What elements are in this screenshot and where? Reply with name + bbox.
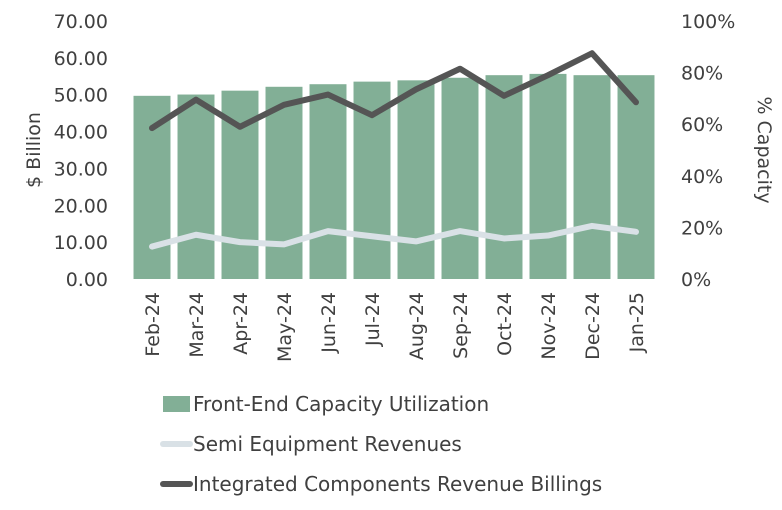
x-tick-label-aug-24: Aug-24 [406,292,428,360]
x-tick-label-oct-24: Oct-24 [494,292,516,356]
bar-capacity-aug-24 [397,80,435,279]
line-series-group [149,50,639,250]
x-tick-label-feb-24: Feb-24 [142,292,164,357]
left-tick-label: 10.00 [54,232,108,254]
bar-capacity-sep-24 [441,77,479,279]
left-tick-label: 40.00 [54,122,108,144]
x-tick-label-nov-24: Nov-24 [538,292,560,360]
x-tick-label-jul-24: Jul-24 [362,292,384,347]
line-semi-equipment-revenues [149,222,639,250]
x-tick-label-may-24: May-24 [274,292,296,362]
bar-capacity-jun-24 [309,84,347,280]
legend: Front-End Capacity Utilization Semi Equi… [160,392,602,496]
left-tick-label: 30.00 [54,158,108,180]
legend-label-semi-equipment: Semi Equipment Revenues [193,432,462,456]
bar-capacity-mar-24 [177,94,215,279]
left-tick-label: 0.00 [66,269,108,291]
line-integrated-components-billings [149,50,639,132]
x-axis-ticks: Feb-24 Mar-24 Apr-24 May-24 Jun-24 Jul-24 Aug-… [142,292,648,362]
left-tick-label: 50.00 [54,85,108,107]
x-tick-label-sep-24: Sep-24 [450,292,472,359]
bar-capacity-oct-24 [485,75,523,280]
bar-capacity-may-24 [265,86,303,279]
x-tick-label-jun-24: Jun-24 [318,292,340,354]
x-tick-label-dec-24: Dec-24 [582,292,604,360]
bar-capacity-nov-24 [529,73,567,279]
bar-capacity-jan-25 [617,75,655,280]
bar-capacity-feb-24 [133,95,171,279]
left-axis-title: $ Billion [23,112,45,188]
right-tick-label: 60% [681,114,723,136]
legend-swatch-capacity [163,396,190,412]
x-tick-label-apr-24: Apr-24 [230,292,252,355]
bar-series-group [133,73,655,280]
right-axis-ticks: 0% 20% 40% 60% 80% 100% [681,11,735,291]
left-axis-ticks: 0.00 10.00 20.00 30.00 40.00 50.00 60.00 70.00 [54,11,108,291]
x-tick-label-jan-25: Jan-25 [626,292,648,353]
right-tick-label: 0% [681,269,711,291]
left-tick-label: 60.00 [54,48,108,70]
legend-label-integrated-components: Integrated Components Revenue Billings [193,472,602,496]
left-tick-label: 20.00 [54,195,108,217]
right-tick-label: 100% [681,11,735,33]
right-axis-title: % Capacity [753,96,775,203]
right-tick-label: 80% [681,63,723,85]
left-tick-label: 70.00 [54,11,108,33]
x-tick-label-mar-24: Mar-24 [186,292,208,358]
bar-capacity-dec-24 [573,75,611,280]
right-tick-label: 40% [681,166,723,188]
right-tick-label: 20% [681,217,723,239]
legend-label-capacity: Front-End Capacity Utilization [193,392,489,416]
